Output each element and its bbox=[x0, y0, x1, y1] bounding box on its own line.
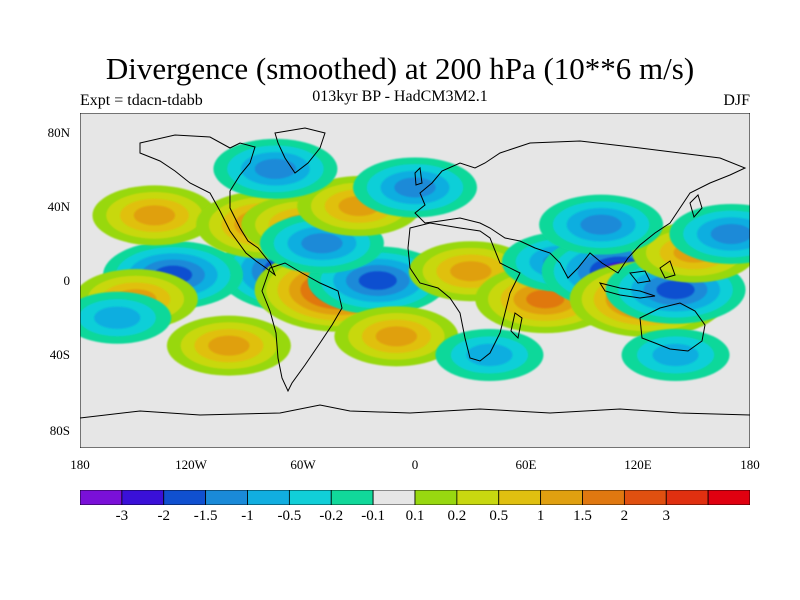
colorbar-label: -2 bbox=[157, 508, 171, 524]
divergence-contour bbox=[394, 177, 436, 198]
colorbar-box bbox=[163, 490, 207, 505]
divergence-contour bbox=[526, 289, 565, 309]
colorbar-box bbox=[121, 490, 165, 505]
colorbar-box bbox=[498, 490, 542, 505]
divergence-contour bbox=[133, 205, 176, 226]
lon-tick-label: 180 bbox=[70, 457, 90, 472]
coastline-uk bbox=[414, 166, 423, 186]
colorbar-label: -0.2 bbox=[319, 508, 344, 524]
coastline-south-america bbox=[261, 262, 343, 393]
coastline-australia bbox=[639, 302, 706, 352]
colorbar-box bbox=[414, 490, 458, 505]
colorbar-label: 0.2 bbox=[447, 508, 467, 524]
divergence-contour bbox=[652, 343, 699, 367]
colorbar-label: -1.5 bbox=[193, 508, 218, 524]
chart-title: Divergence (smoothed) at 200 hPa (10**6 … bbox=[105, 51, 695, 86]
coastline-japan bbox=[689, 194, 703, 219]
colorbar-label: -0.5 bbox=[277, 508, 302, 524]
coastline-north-america bbox=[139, 134, 277, 277]
colorbar bbox=[80, 490, 750, 505]
season-label: DJF bbox=[723, 92, 750, 109]
divergence-contour bbox=[580, 214, 622, 235]
lon-tick-label: 0 bbox=[411, 457, 419, 472]
lat-tick-label: 80S bbox=[49, 423, 70, 438]
divergence-contour bbox=[450, 261, 492, 282]
colorbar-label: 0.5 bbox=[489, 508, 509, 524]
divergence-contour bbox=[710, 223, 750, 244]
divergence-map bbox=[80, 113, 750, 448]
coastline-madagascar bbox=[510, 312, 523, 340]
colorbar-label: -3 bbox=[115, 508, 129, 524]
colorbar-box bbox=[247, 490, 290, 505]
colorbar-label: 2 bbox=[620, 508, 629, 524]
colorbar-box bbox=[707, 490, 750, 505]
colorbar-label: 1.5 bbox=[573, 508, 592, 524]
colorbar-box bbox=[205, 490, 248, 505]
lon-tick-label: 120W bbox=[175, 457, 207, 472]
lon-tick-label: 180 bbox=[740, 457, 760, 472]
lon-tick-label: 120E bbox=[624, 457, 652, 472]
colorbar-label: 1 bbox=[536, 508, 545, 524]
colorbar-box bbox=[665, 490, 709, 505]
divergence-contour bbox=[375, 326, 418, 347]
colorbar-label: -0.1 bbox=[361, 508, 385, 524]
colorbar-box bbox=[540, 490, 583, 505]
coastline-maritime-continent bbox=[598, 260, 676, 299]
colorbar-box bbox=[80, 490, 123, 505]
colorbar-label: -1 bbox=[241, 508, 254, 524]
coastlines bbox=[80, 127, 750, 419]
divergence-contour bbox=[301, 233, 343, 254]
divergence-contour bbox=[254, 158, 297, 179]
lat-tick-label: 80N bbox=[47, 125, 70, 140]
chart-subtitle: 013kyr BP - HadCM3M2.1 bbox=[312, 88, 488, 105]
lat-tick-label: 40S bbox=[49, 347, 70, 362]
lon-tick-label: 60W bbox=[290, 457, 316, 472]
experiment-label: Expt = tdacn-tdabb bbox=[80, 92, 203, 109]
divergence-contour bbox=[208, 335, 250, 356]
lat-tick-label: 0 bbox=[63, 273, 71, 288]
coastline-eurasia bbox=[414, 140, 747, 279]
colorbar-box bbox=[330, 490, 374, 505]
colorbar-box bbox=[372, 490, 416, 505]
coastline-africa bbox=[407, 222, 521, 362]
lon-tick-label: 60E bbox=[515, 457, 537, 472]
divergence-contour bbox=[656, 280, 695, 300]
divergence-contour bbox=[94, 306, 141, 329]
colorbar-box bbox=[623, 490, 667, 505]
divergence-contour bbox=[466, 343, 513, 367]
divergence-contour bbox=[358, 271, 397, 290]
coastline-antarctica bbox=[80, 404, 750, 419]
colorbar-box bbox=[456, 490, 500, 505]
colorbar-box bbox=[582, 490, 625, 505]
colorbar-label: 3 bbox=[662, 508, 671, 524]
coastline-greenland bbox=[274, 127, 326, 174]
colorbar-box bbox=[288, 490, 332, 505]
colorbar-label: 0.1 bbox=[405, 508, 425, 524]
lat-tick-label: 40N bbox=[47, 199, 70, 214]
